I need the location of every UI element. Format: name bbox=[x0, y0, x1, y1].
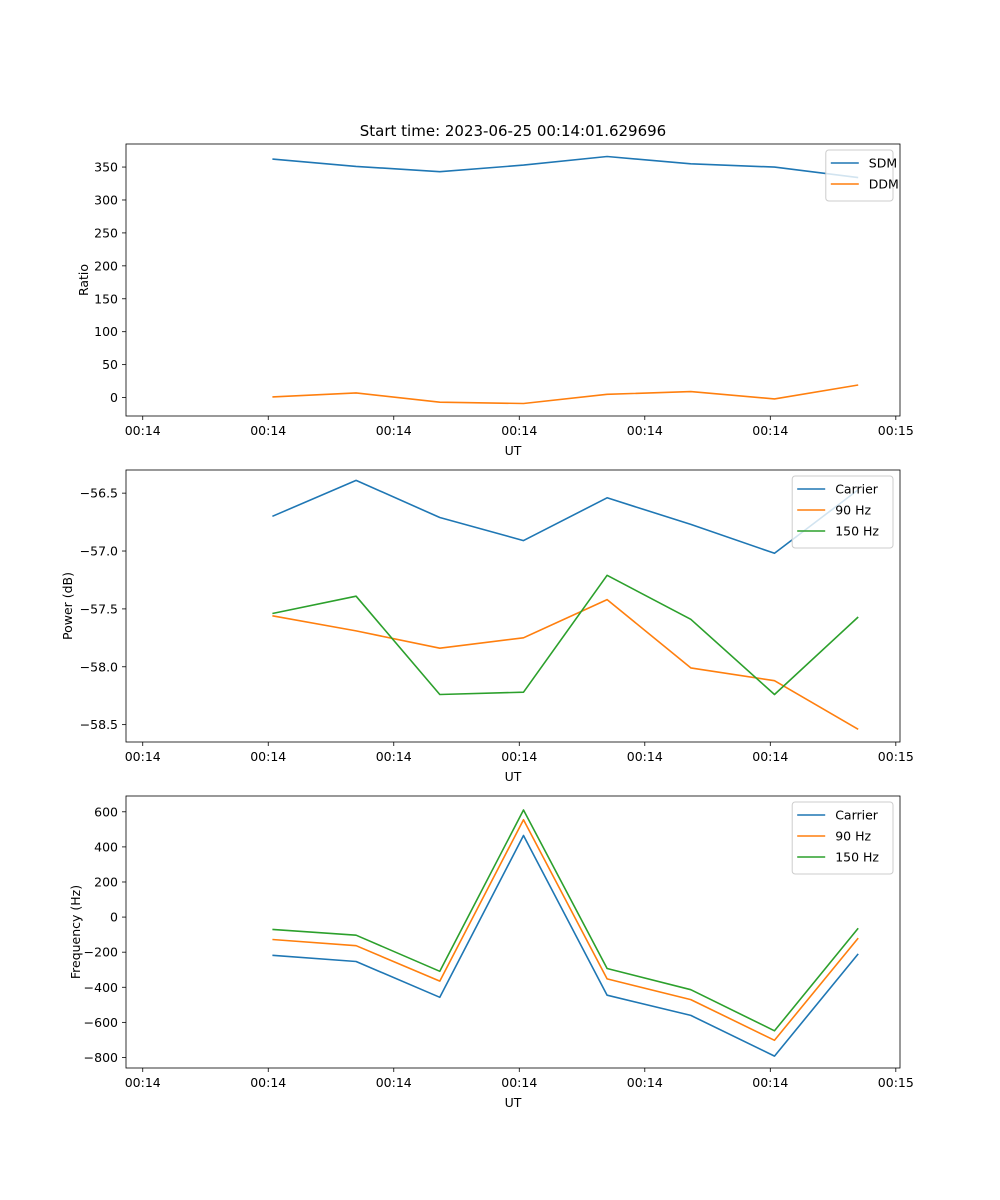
y-tick-label: −58.5 bbox=[80, 717, 118, 732]
y-tick-label: −57.5 bbox=[80, 601, 118, 616]
x-tick-label: 00:14 bbox=[376, 423, 412, 438]
panel-3: 00:14 00:14 00:14 00:14 00:14 00:14 00:15 −800 −… bbox=[68, 795, 914, 1110]
x-tick-label: 00:14 bbox=[250, 423, 286, 438]
y-tick-label: 0 bbox=[110, 390, 118, 405]
series-line-90-hz bbox=[272, 818, 859, 1042]
figure-title: Start time: 2023-06-25 00:14:01.629696 bbox=[360, 122, 666, 140]
axes-frame bbox=[125, 795, 901, 1069]
series-line-150-hz bbox=[272, 574, 859, 696]
x-tick-label: 00:15 bbox=[878, 423, 914, 438]
y-tick-label: 150 bbox=[94, 291, 118, 306]
panels: 00:14 00:14 00:14 00:14 00:14 00:14 00:15 0 50 10… bbox=[60, 143, 914, 1110]
legend-label: 150 Hz bbox=[835, 850, 879, 865]
y-tick-label: 100 bbox=[94, 324, 118, 339]
series-line-carrier bbox=[272, 834, 859, 1057]
y-tick-label: −600 bbox=[84, 1015, 118, 1030]
x-tick-label: 00:14 bbox=[125, 1075, 161, 1090]
y-tick-label: −800 bbox=[84, 1050, 118, 1065]
x-tick-label: 00:14 bbox=[501, 749, 537, 764]
x-tick-label: 00:15 bbox=[878, 1075, 914, 1090]
x-tick-label: 00:14 bbox=[125, 423, 161, 438]
y-tick-label: 300 bbox=[94, 192, 118, 207]
y-axis-label: Power (dB) bbox=[60, 572, 75, 640]
legend: SDM DDM bbox=[825, 149, 899, 202]
y-axis-label: Frequency (Hz) bbox=[68, 885, 83, 979]
x-tick-label: 00:14 bbox=[376, 1075, 412, 1090]
x-tick-label: 00:14 bbox=[501, 423, 537, 438]
y-tick-label: 600 bbox=[94, 804, 118, 819]
series-line-sdm bbox=[272, 155, 859, 179]
y-tick-label: 200 bbox=[94, 258, 118, 273]
x-tick-label: 00:14 bbox=[627, 749, 663, 764]
x-tick-label: 00:14 bbox=[501, 1075, 537, 1090]
x-tick-label: 00:14 bbox=[752, 749, 788, 764]
y-tick-label: −200 bbox=[84, 945, 118, 960]
y-tick-label: −58.0 bbox=[80, 659, 118, 674]
x-axis-label: UT bbox=[505, 769, 522, 784]
legend-label: Carrier bbox=[835, 808, 879, 823]
x-tick-label: 00:14 bbox=[752, 1075, 788, 1090]
series-line-90-hz bbox=[272, 598, 859, 730]
x-tick-label: 00:14 bbox=[125, 749, 161, 764]
y-tick-label: −57.0 bbox=[80, 544, 118, 559]
y-axis-label: Ratio bbox=[76, 264, 91, 296]
x-tick-label: 00:14 bbox=[752, 423, 788, 438]
y-tick-label: 250 bbox=[94, 225, 118, 240]
series-line-carrier bbox=[272, 479, 859, 555]
y-tick-label: 350 bbox=[94, 160, 118, 175]
panel-2: 00:14 00:14 00:14 00:14 00:14 00:14 00:15 −58.5… bbox=[60, 469, 914, 784]
legend: Carrier 90 Hz 150 Hz bbox=[791, 801, 894, 875]
legend-box bbox=[791, 475, 894, 549]
y-tick-label: 50 bbox=[102, 357, 118, 372]
y-tick-label: −400 bbox=[84, 980, 118, 995]
x-tick-label: 00:14 bbox=[627, 423, 663, 438]
x-axis-label: UT bbox=[505, 1095, 522, 1110]
axes-frame bbox=[125, 143, 901, 417]
y-tick-label: 0 bbox=[110, 910, 118, 925]
y-tick-label: −56.5 bbox=[80, 486, 118, 501]
legend-label: DDM bbox=[869, 177, 899, 192]
legend-label: 90 Hz bbox=[835, 829, 871, 844]
x-tick-label: 00:15 bbox=[878, 749, 914, 764]
axes-frame bbox=[125, 469, 901, 743]
y-tick-label: 200 bbox=[94, 874, 118, 889]
series-line-ddm bbox=[272, 384, 859, 405]
legend: Carrier 90 Hz 150 Hz bbox=[791, 475, 894, 549]
x-tick-label: 00:14 bbox=[627, 1075, 663, 1090]
legend-label: 90 Hz bbox=[835, 503, 871, 518]
x-tick-label: 00:14 bbox=[250, 1075, 286, 1090]
panel-1: 00:14 00:14 00:14 00:14 00:14 00:14 00:15 0 50 10… bbox=[76, 143, 914, 458]
legend-label: Carrier bbox=[835, 482, 879, 497]
legend-label: 150 Hz bbox=[835, 524, 879, 539]
x-tick-label: 00:14 bbox=[250, 749, 286, 764]
series-line-150-hz bbox=[272, 809, 859, 1032]
legend-box bbox=[791, 801, 894, 875]
x-tick-label: 00:14 bbox=[376, 749, 412, 764]
x-axis-label: UT bbox=[505, 443, 522, 458]
legend-label: SDM bbox=[869, 156, 897, 171]
y-tick-label: 400 bbox=[94, 839, 118, 854]
